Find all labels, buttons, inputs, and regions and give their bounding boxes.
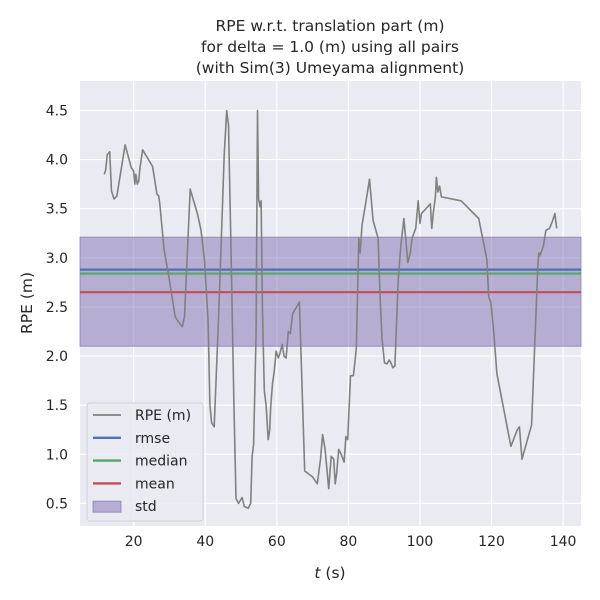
y-tick-label: 2.5 [46,300,68,316]
chart-title-line-2: for delta = 1.0 (m) using all pairs [201,38,459,56]
y-axis-label: RPE (m) [18,272,36,334]
y-tick-label: 1.5 [46,398,68,414]
y-tick-label: 3.5 [46,202,68,218]
rpe-series [103,109,558,510]
legend-label-mean: mean [135,476,175,492]
legend-label-RPE (m): RPE (m) [135,408,191,424]
y-tick-label: 1.0 [46,447,68,463]
y-tick-label: 0.5 [46,496,68,512]
rpe-line [103,109,558,510]
y-tick-label: 2.0 [46,349,68,365]
x-axis-label-unit: (s) [320,564,345,582]
legend: RPE (m) rmse median mean std [86,402,204,522]
chart-title-line-3: (with Sim(3) Umeyama alignment) [196,59,465,77]
y-tick-labels: 0.5 1.0 1.5 2.0 2.5 3.0 3.5 4.0 4.5 [46,103,68,512]
x-tick-label: 40 [196,534,214,550]
chart-title-line-1: RPE w.r.t. translation part (m) [215,17,444,35]
x-axis-label-var: t [314,564,321,582]
y-tick-label: 4.0 [46,153,68,169]
stat-lines [80,268,581,294]
y-tick-label: 4.5 [46,103,68,119]
legend-box [86,402,204,522]
legend-label-median: median [135,454,187,470]
x-tick-label: 20 [125,534,143,550]
x-tick-label: 120 [478,534,505,550]
chart-title: RPE w.r.t. translation part (m) for delt… [196,17,465,77]
x-axis-label: t (s) [314,564,345,582]
legend-swatch-std [92,500,122,513]
x-tick-label: 80 [339,534,357,550]
x-tick-labels: 20 40 60 80 100 120 140 [125,534,577,550]
x-tick-label: 140 [550,534,577,550]
x-tick-label: 100 [407,534,434,550]
legend-label-rmse: rmse [135,431,170,447]
legend-label-std: std [135,499,157,515]
x-tick-label: 60 [268,534,286,550]
y-tick-label: 3.0 [46,251,68,267]
